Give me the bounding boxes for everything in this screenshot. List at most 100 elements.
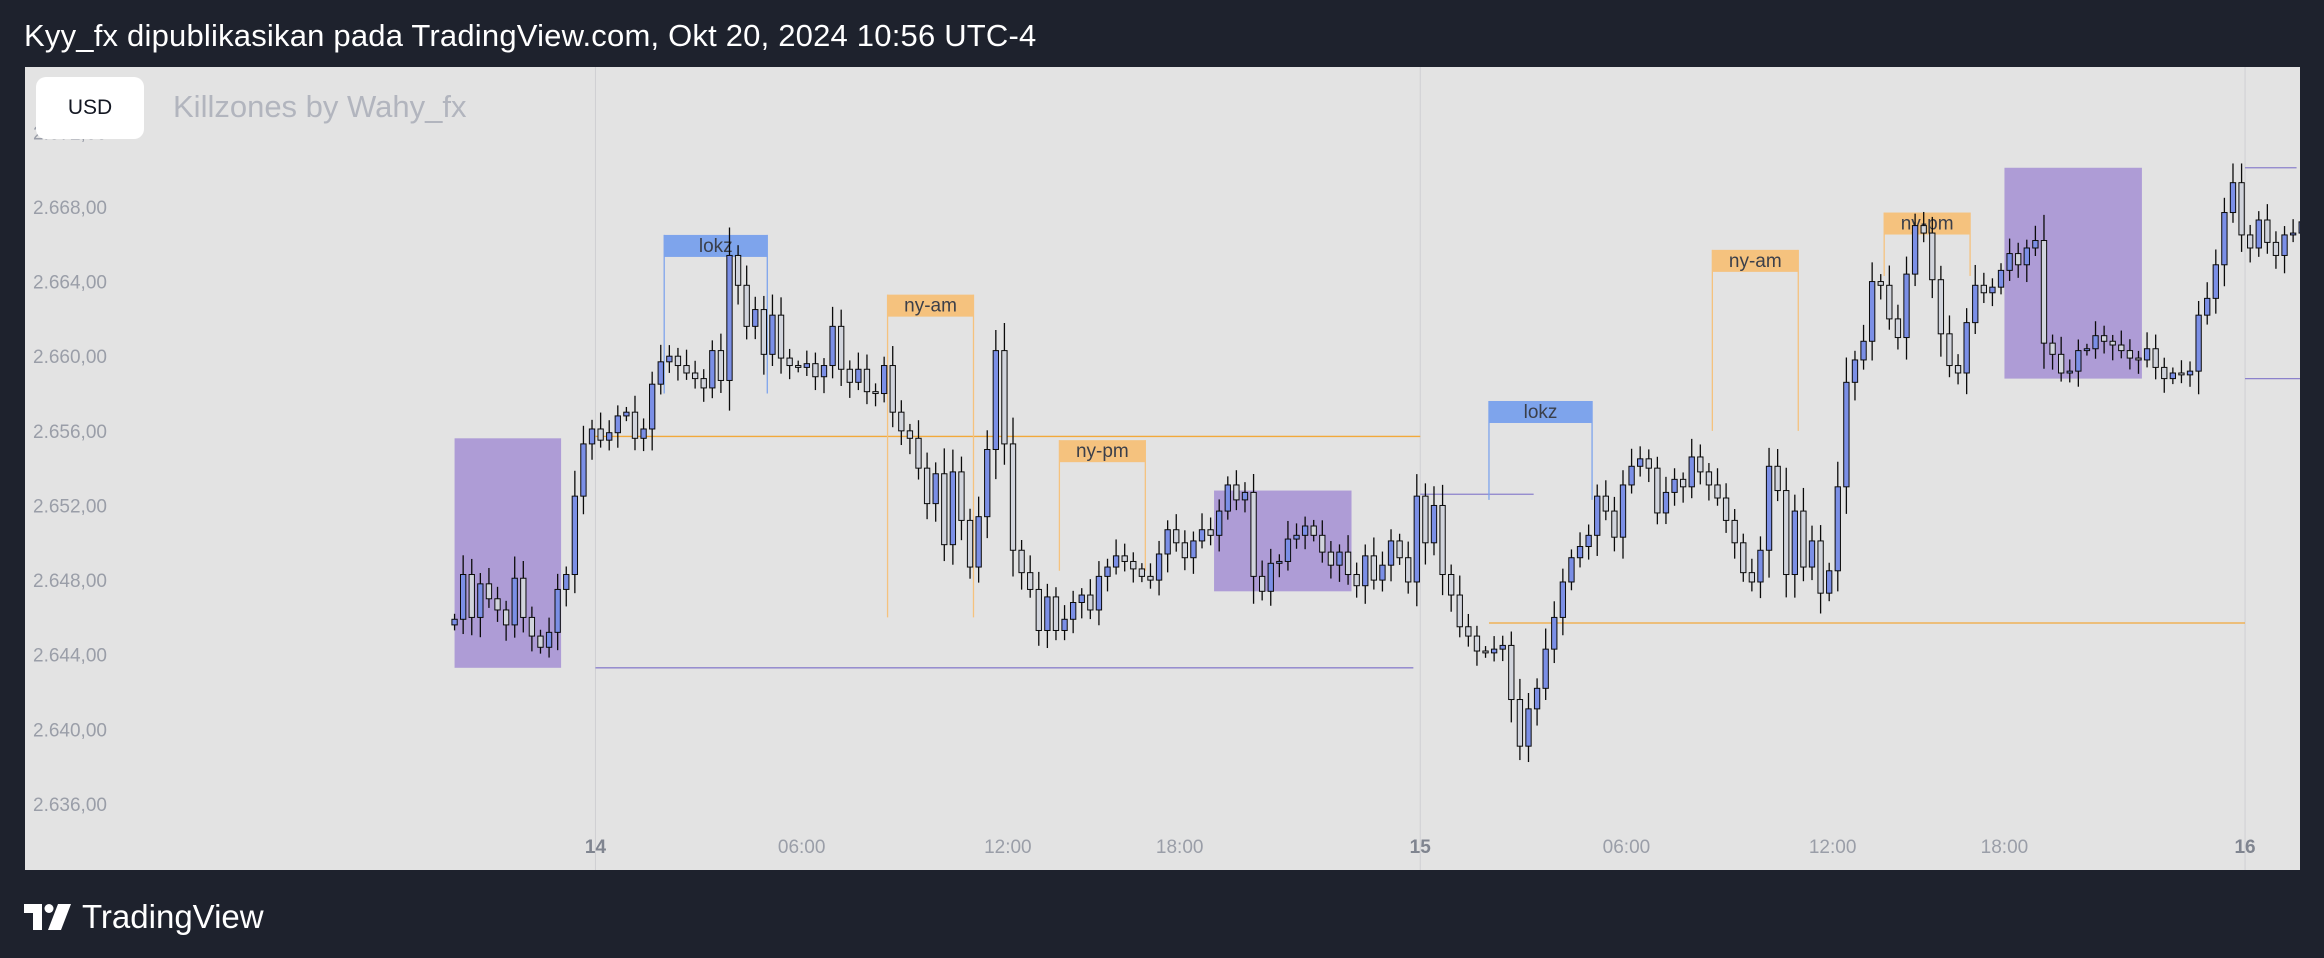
candle-up: [614, 415, 621, 434]
candle-up: [2289, 232, 2297, 236]
candle-down: [1233, 484, 1240, 501]
candle-up: [2023, 247, 2030, 266]
candle-down: [1783, 490, 1790, 576]
candle-up: [1104, 566, 1111, 577]
session-label-bg: [1884, 212, 1971, 235]
candle-up: [2032, 240, 2039, 249]
candle-up: [1989, 286, 1996, 294]
candle-up: [1224, 484, 1231, 512]
candle-up: [554, 588, 561, 633]
candle-up: [623, 411, 630, 417]
candle-down: [700, 378, 707, 389]
candle-down: [502, 609, 510, 626]
candle-up: [1078, 594, 1085, 603]
candle-down: [923, 467, 931, 505]
x-axis-tick-label: 16: [2234, 837, 2255, 858]
candle-down: [717, 350, 725, 381]
candle-up: [1568, 557, 1575, 583]
x-axis-tick-label: 06:00: [1603, 837, 1651, 858]
candle-up: [657, 361, 664, 385]
candle-up: [1903, 273, 1910, 339]
chart-area[interactable]: lokzny-amny-pmlokzny-amny-pm2.672,002.66…: [25, 67, 2300, 870]
candle-up: [1972, 284, 1979, 324]
x-axis-tick-label: 12:00: [1809, 837, 1857, 858]
candle-up: [563, 574, 570, 590]
candle-down: [1937, 279, 1945, 335]
candle-up: [880, 365, 888, 395]
candle-up: [2221, 212, 2228, 266]
candle-up: [984, 449, 991, 518]
candle-down: [1954, 365, 1962, 374]
candle-up: [1301, 525, 1309, 536]
x-axis-tick-label: 14: [585, 837, 607, 858]
candle-down: [966, 519, 974, 568]
candle-up: [1637, 458, 1644, 467]
candle-up: [975, 516, 982, 568]
candle-up: [1430, 504, 1438, 544]
candle-down: [1009, 443, 1017, 551]
candle-up: [1293, 534, 1300, 540]
candle-up: [1276, 560, 1283, 564]
publication-header: Kyy_fx dipublikasikan pada TradingView.c…: [24, 18, 1037, 53]
indicator-title: Killzones by Wahy_fx: [173, 89, 467, 124]
candle-down: [1508, 644, 1515, 701]
session-label: ny-pm: [1901, 214, 1954, 235]
candle-down: [1052, 596, 1060, 631]
candle-up: [1267, 562, 1274, 592]
candle-up: [1997, 269, 2005, 288]
candle-down: [1602, 495, 1609, 512]
y-axis-tick-label: 2.644,00: [33, 646, 107, 667]
candle-up: [1413, 495, 1420, 583]
candle-down: [1516, 699, 1524, 747]
currency-badge[interactable]: USD: [36, 77, 144, 139]
candle-up: [2075, 350, 2082, 372]
candle-up: [1662, 491, 1670, 514]
candle-down: [1654, 467, 1661, 514]
candle-up: [2083, 348, 2091, 352]
candle-down: [1929, 232, 1936, 281]
candle-down: [1353, 574, 1360, 587]
candle-down: [1147, 575, 1154, 581]
x-axis-tick-label: 06:00: [778, 837, 826, 858]
candle-up: [571, 495, 579, 576]
candle-up: [1851, 359, 1859, 383]
candle-down: [1130, 560, 1137, 570]
candle-up: [1061, 618, 1068, 631]
candle-down: [1980, 284, 1988, 294]
candle-up: [709, 350, 716, 389]
candle-down: [1258, 575, 1266, 592]
candle-up: [545, 631, 553, 648]
footer-brand-label: TradingView: [82, 898, 264, 935]
candle-down: [1774, 465, 1781, 492]
candle-down: [786, 357, 793, 367]
candle-down: [528, 616, 536, 637]
candle-down: [1310, 525, 1317, 536]
candle-down: [2109, 340, 2116, 346]
candle-down: [1405, 557, 1412, 583]
tradingview-logo-icon: [24, 904, 71, 930]
candle-down: [941, 473, 948, 546]
session-label-bg: [1488, 400, 1593, 423]
candle-down: [795, 365, 802, 368]
candle-down: [1456, 594, 1463, 628]
candlestick-chart[interactable]: lokzny-amny-pmlokzny-amny-pm2.672,002.66…: [25, 67, 2300, 870]
candle-down: [2264, 219, 2271, 243]
candle-up: [752, 309, 759, 327]
candle-up: [1164, 529, 1171, 555]
candle-down: [1714, 484, 1721, 499]
candle-up: [666, 355, 673, 363]
candle-down: [846, 368, 853, 383]
candle-down: [674, 355, 682, 367]
y-axis-tick-label: 2.648,00: [33, 571, 107, 592]
candle-up: [992, 350, 999, 450]
candle-down: [863, 368, 871, 393]
y-axis-tick-label: 2.664,00: [33, 273, 107, 294]
candle-up: [2169, 372, 2177, 380]
candle-down: [2057, 353, 2065, 374]
candle-up: [1336, 551, 1343, 566]
candle-up: [2204, 297, 2211, 316]
candle-up: [803, 363, 810, 368]
candle-up: [1190, 540, 1197, 559]
candle-down: [1121, 555, 1128, 562]
candle-down: [2247, 234, 2254, 249]
